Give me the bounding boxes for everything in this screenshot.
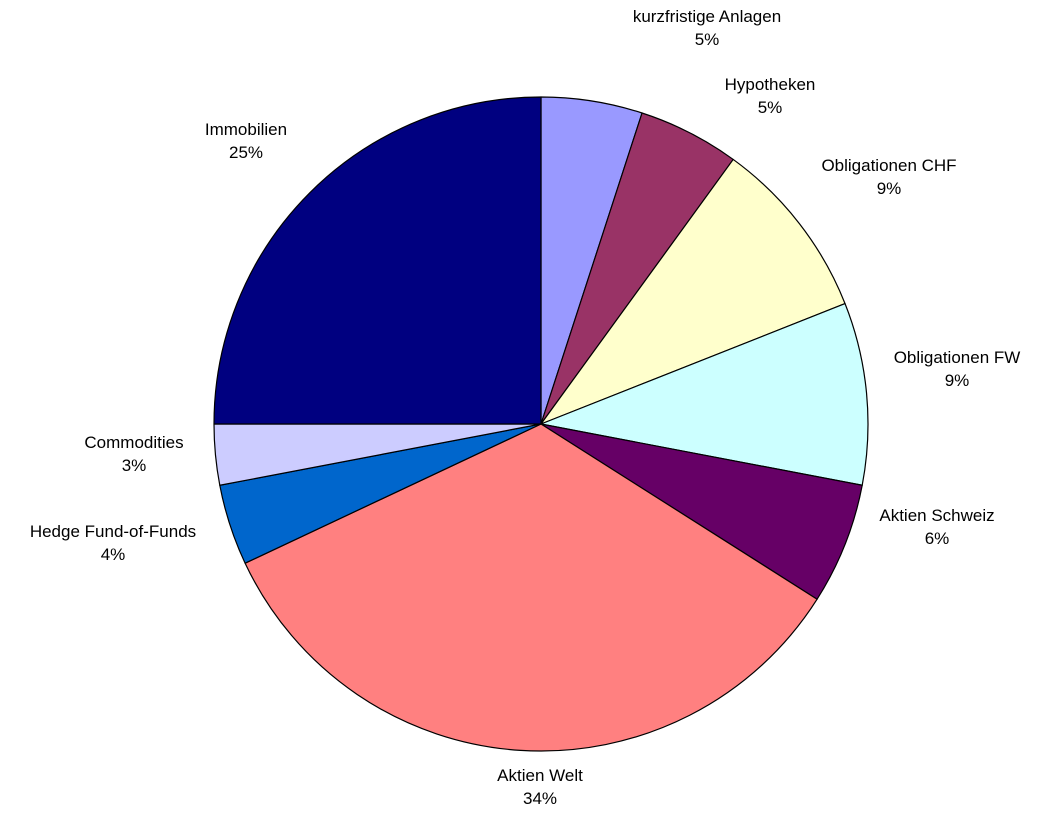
slice-category-label: Obligationen FW [894,348,1021,367]
slice-category-label: kurzfristige Anlagen [633,7,781,26]
pie-slice-obligationen-chf [540,158,846,425]
slice-category-label: Aktien Schweiz [879,506,994,525]
pie-slice-immobilien [213,96,542,425]
slice-percent-label: 25% [229,143,263,162]
slice-category-label: Hypotheken [725,75,816,94]
slice-category-label: Aktien Welt [497,766,583,785]
pie-slice-obligationen-fw [540,303,869,486]
slice-label-hedge-fund-of-funds: Hedge Fund-of-Funds 4% [30,522,196,564]
slice-label-aktien-schweiz: Aktien Schweiz 6% [879,506,994,548]
slice-label-obligationen-chf: Obligationen CHF 9% [821,156,956,198]
slice-percent-label: 34% [523,789,557,808]
slice-percent-label: 9% [945,371,970,390]
slice-label-hypotheken: Hypotheken 5% [725,75,816,117]
slice-label-commodities: Commodities 3% [84,433,183,475]
slice-category-label: Hedge Fund-of-Funds [30,522,196,541]
slice-category-label: Immobilien [205,120,287,139]
slice-percent-label: 4% [101,545,126,564]
pie-labels: kurzfristige Anlagen 5% Hypotheken 5% Obliga… [30,7,1020,808]
pie-slice-aktien-schweiz [540,423,863,600]
slice-category-label: Obligationen CHF [821,156,956,175]
slice-percent-label: 9% [877,179,902,198]
slice-percent-label: 6% [925,529,950,548]
slice-label-immobilien: Immobilien 25% [205,120,287,162]
slice-percent-label: 5% [758,98,783,117]
slice-category-label: Commodities [84,433,183,452]
slice-label-aktien-welt: Aktien Welt 34% [497,766,583,808]
slice-label-kurzfristige-anlagen: kurzfristige Anlagen 5% [633,7,781,49]
slice-percent-label: 5% [695,30,720,49]
pie-slice-aktien-welt [244,423,818,752]
slice-label-obligationen-fw: Obligationen FW 9% [894,348,1021,390]
slice-percent-label: 3% [122,456,147,475]
pie-slices [213,96,869,752]
